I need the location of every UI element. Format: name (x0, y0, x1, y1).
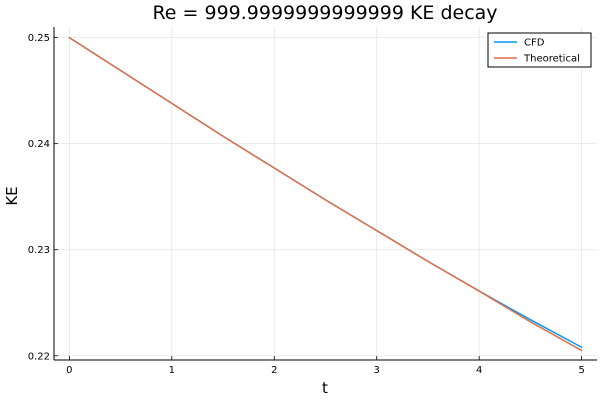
tick-labels: 0 1 2 3 4 5 0.22 0.23 0.24 0.25 (28, 33, 585, 376)
x-tick-label: 2 (271, 365, 277, 376)
series-line-theoretical (68, 36, 583, 352)
axes (53, 27, 597, 361)
x-tick-label: 4 (476, 365, 482, 376)
legend-label-theoretical: Theoretical (523, 54, 580, 65)
x-tick-label: 1 (169, 365, 175, 376)
y-tick-label: 0.23 (28, 245, 50, 256)
y-tick-label: 0.25 (28, 33, 50, 44)
series-layer (68, 36, 583, 352)
legend-box (487, 32, 592, 68)
legend-label-cfd: CFD (524, 38, 545, 49)
x-tick-label: 0 (66, 365, 72, 376)
legend: CFD Theoretical (487, 32, 592, 68)
y-axis-label: KE (3, 186, 21, 205)
x-axis-label: t (322, 379, 328, 397)
y-tick-label: 0.22 (28, 351, 50, 362)
chart-title: Re = 999.9999999999999 KE decay (152, 2, 497, 24)
x-tick-label: 5 (578, 365, 584, 376)
x-tick-label: 3 (374, 365, 380, 376)
y-tick-label: 0.24 (28, 139, 50, 150)
